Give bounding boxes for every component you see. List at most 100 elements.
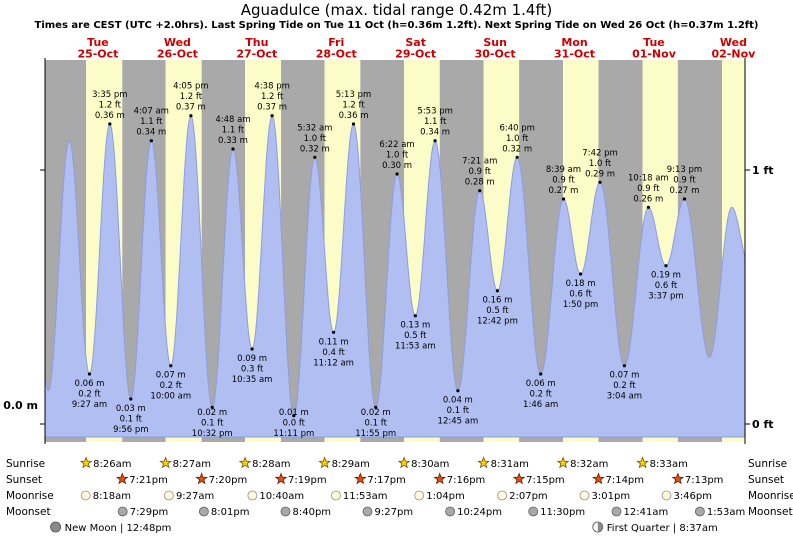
tide-annotation-high: 4:07 am1.1 ft0.34 m (134, 107, 169, 143)
tide-extreme-dot (292, 414, 296, 418)
tide-annotation-low: 0.03 m0.1 ft9:56 pm (113, 397, 149, 435)
moonrise-time: 1:04pm (426, 491, 465, 502)
tide-annotation-line: 0.11 m (319, 337, 349, 347)
tide-extreme-dot (515, 155, 519, 159)
tide-extreme-dot (579, 272, 583, 276)
sun-moon-rows: 8:26am 8:27am 8:28am 8:29am 8:30am 8:31am 8:32… (79, 456, 745, 518)
moonrise-row: 8:18am 9:27am 10:40am 11:53am 1:04pm 2:07pm 3:… (80, 490, 712, 502)
tide-annotation-line: 11:12 am (313, 358, 354, 368)
tide-extreme-dot (664, 264, 668, 268)
moonset-icon (528, 506, 539, 517)
sunset-row: 7:21pm 7:20pm 7:19pm 7:17pm 7:16pm 7:15pm 7:14… (116, 472, 724, 486)
tide-area (44, 115, 746, 438)
tide-extreme-dot (351, 122, 356, 126)
sunrise-icon (79, 456, 93, 469)
row-label-sunrise-left: Sunrise (6, 458, 45, 470)
tide-annotation-line: 10:18 am (628, 173, 669, 183)
tide-annotation-line: 10:32 pm (192, 429, 233, 439)
moonset-icon (445, 506, 456, 517)
new-moon-icon (50, 521, 61, 533)
sunset-icon (354, 472, 367, 485)
tide-annotation-high: 5:13 pm1.2 ft0.36 m (336, 90, 371, 126)
tide-annotation-high: 7:42 pm1.0 ft0.29 m (582, 148, 618, 184)
moonrise-time: 2:07pm (509, 491, 548, 502)
tide-annotation-line: 0.13 m (400, 321, 430, 331)
moonset-time: 12:41am (624, 507, 669, 518)
moonset-time: 7:29pm (130, 507, 169, 518)
tide-annotation-high: 5:53 pm1.1 ft0.34 m (417, 107, 453, 143)
tide-annotation-line: 1:50 pm (563, 300, 598, 310)
moonset-icon (611, 506, 622, 517)
sunrise-icon (238, 456, 252, 469)
tide-annotation-line: 9:27 am (72, 400, 107, 410)
tide-annotation-line: 0.34 m (420, 128, 450, 138)
tide-annotation-line: 11:55 pm (355, 429, 396, 439)
day-weekday: Fri (328, 36, 344, 49)
moonset-time: 10:24pm (457, 507, 502, 518)
tide-annotation-line: 0.9 ft (637, 184, 660, 194)
tide-annotation-line: 0.07 m (156, 371, 186, 381)
tide-annotation-line: 10:00 am (150, 392, 191, 402)
day-date: 31-Oct (554, 48, 595, 61)
tide-annotation-line: 1.1 ft (140, 117, 163, 127)
moonset-time: 1:53am (707, 507, 745, 518)
sunset-icon (274, 472, 288, 485)
tide-annotation-line: 0.37 m (176, 103, 206, 113)
tide-extreme-dot (539, 372, 543, 376)
day-labels: Tue25-OctWed26-OctThu27-OctFri28-OctSat2… (77, 36, 756, 61)
tide-extreme-dot (478, 189, 482, 193)
sunset-icon (116, 472, 129, 485)
sunrise-icon (556, 456, 570, 469)
tide-annotation-line: 3:04 am (607, 392, 642, 402)
day-weekday: Tue (87, 36, 109, 49)
tide-annotation-low: 0.18 m0.6 ft1:50 pm (563, 272, 598, 310)
moonrise-icon (497, 490, 508, 501)
tide-annotation-line: 0.2 ft (613, 381, 636, 391)
moonset-icon (198, 506, 209, 517)
tide-annotation-line: 11:53 am (395, 342, 436, 352)
tide-extreme-dot (598, 180, 602, 184)
tide-annotation-line: 0.36 m (339, 111, 369, 121)
tide-extreme-dot (210, 405, 214, 409)
tide-annotation-high: 10:18 am0.9 ft0.26 m (628, 173, 669, 209)
tide-annotation-line: 7:42 pm (582, 148, 617, 158)
tide-extreme-dot (682, 197, 687, 201)
tide-annotation-line: 11:11 pm (273, 429, 314, 439)
moonset-icon (695, 506, 705, 517)
tide-annotation-line: 0.9 ft (552, 176, 575, 186)
sunrise-icon (318, 456, 331, 469)
tide-annotation-line: 1.2 ft (261, 92, 284, 102)
tide-annotation-line: 3:35 pm (92, 90, 127, 100)
tide-extreme-dot (108, 122, 112, 126)
first-quarter-icon-lit-half (597, 522, 603, 532)
moonrise-icon (163, 490, 174, 501)
tide-annotation-line: 0.06 m (75, 379, 105, 389)
tide-annotation-line: 1.2 ft (180, 92, 203, 102)
tide-annotation-high: 9:13 pm0.9 ft0.27 m (667, 165, 702, 201)
sunset-time: 7:13pm (685, 475, 724, 486)
sunrise-time: 8:29am (332, 459, 370, 470)
sunset-icon (433, 472, 447, 485)
moonrise-time: 3:46pm (673, 491, 712, 502)
sunset-icon (671, 472, 685, 485)
tide-extreme-dot (250, 347, 254, 351)
moonset-row: 7:29pm 8:01pm 8:40pm 9:27pm 10:24pm 11:30pm 12… (117, 506, 745, 518)
moonrise-icon (661, 490, 672, 501)
tide-extreme-dot (87, 372, 92, 376)
tide-annotation-line: 0.34 m (136, 128, 166, 138)
day-weekday: Sun (483, 36, 507, 49)
tide-annotation-line: 0.02 m (361, 408, 391, 418)
tide-extreme-dot (456, 389, 460, 393)
tide-annotation-line: 0.3 ft (241, 365, 264, 375)
day-date: 01-Nov (632, 48, 677, 61)
tide-extreme-dot (270, 114, 274, 118)
sunset-time: 7:16pm (447, 475, 486, 486)
